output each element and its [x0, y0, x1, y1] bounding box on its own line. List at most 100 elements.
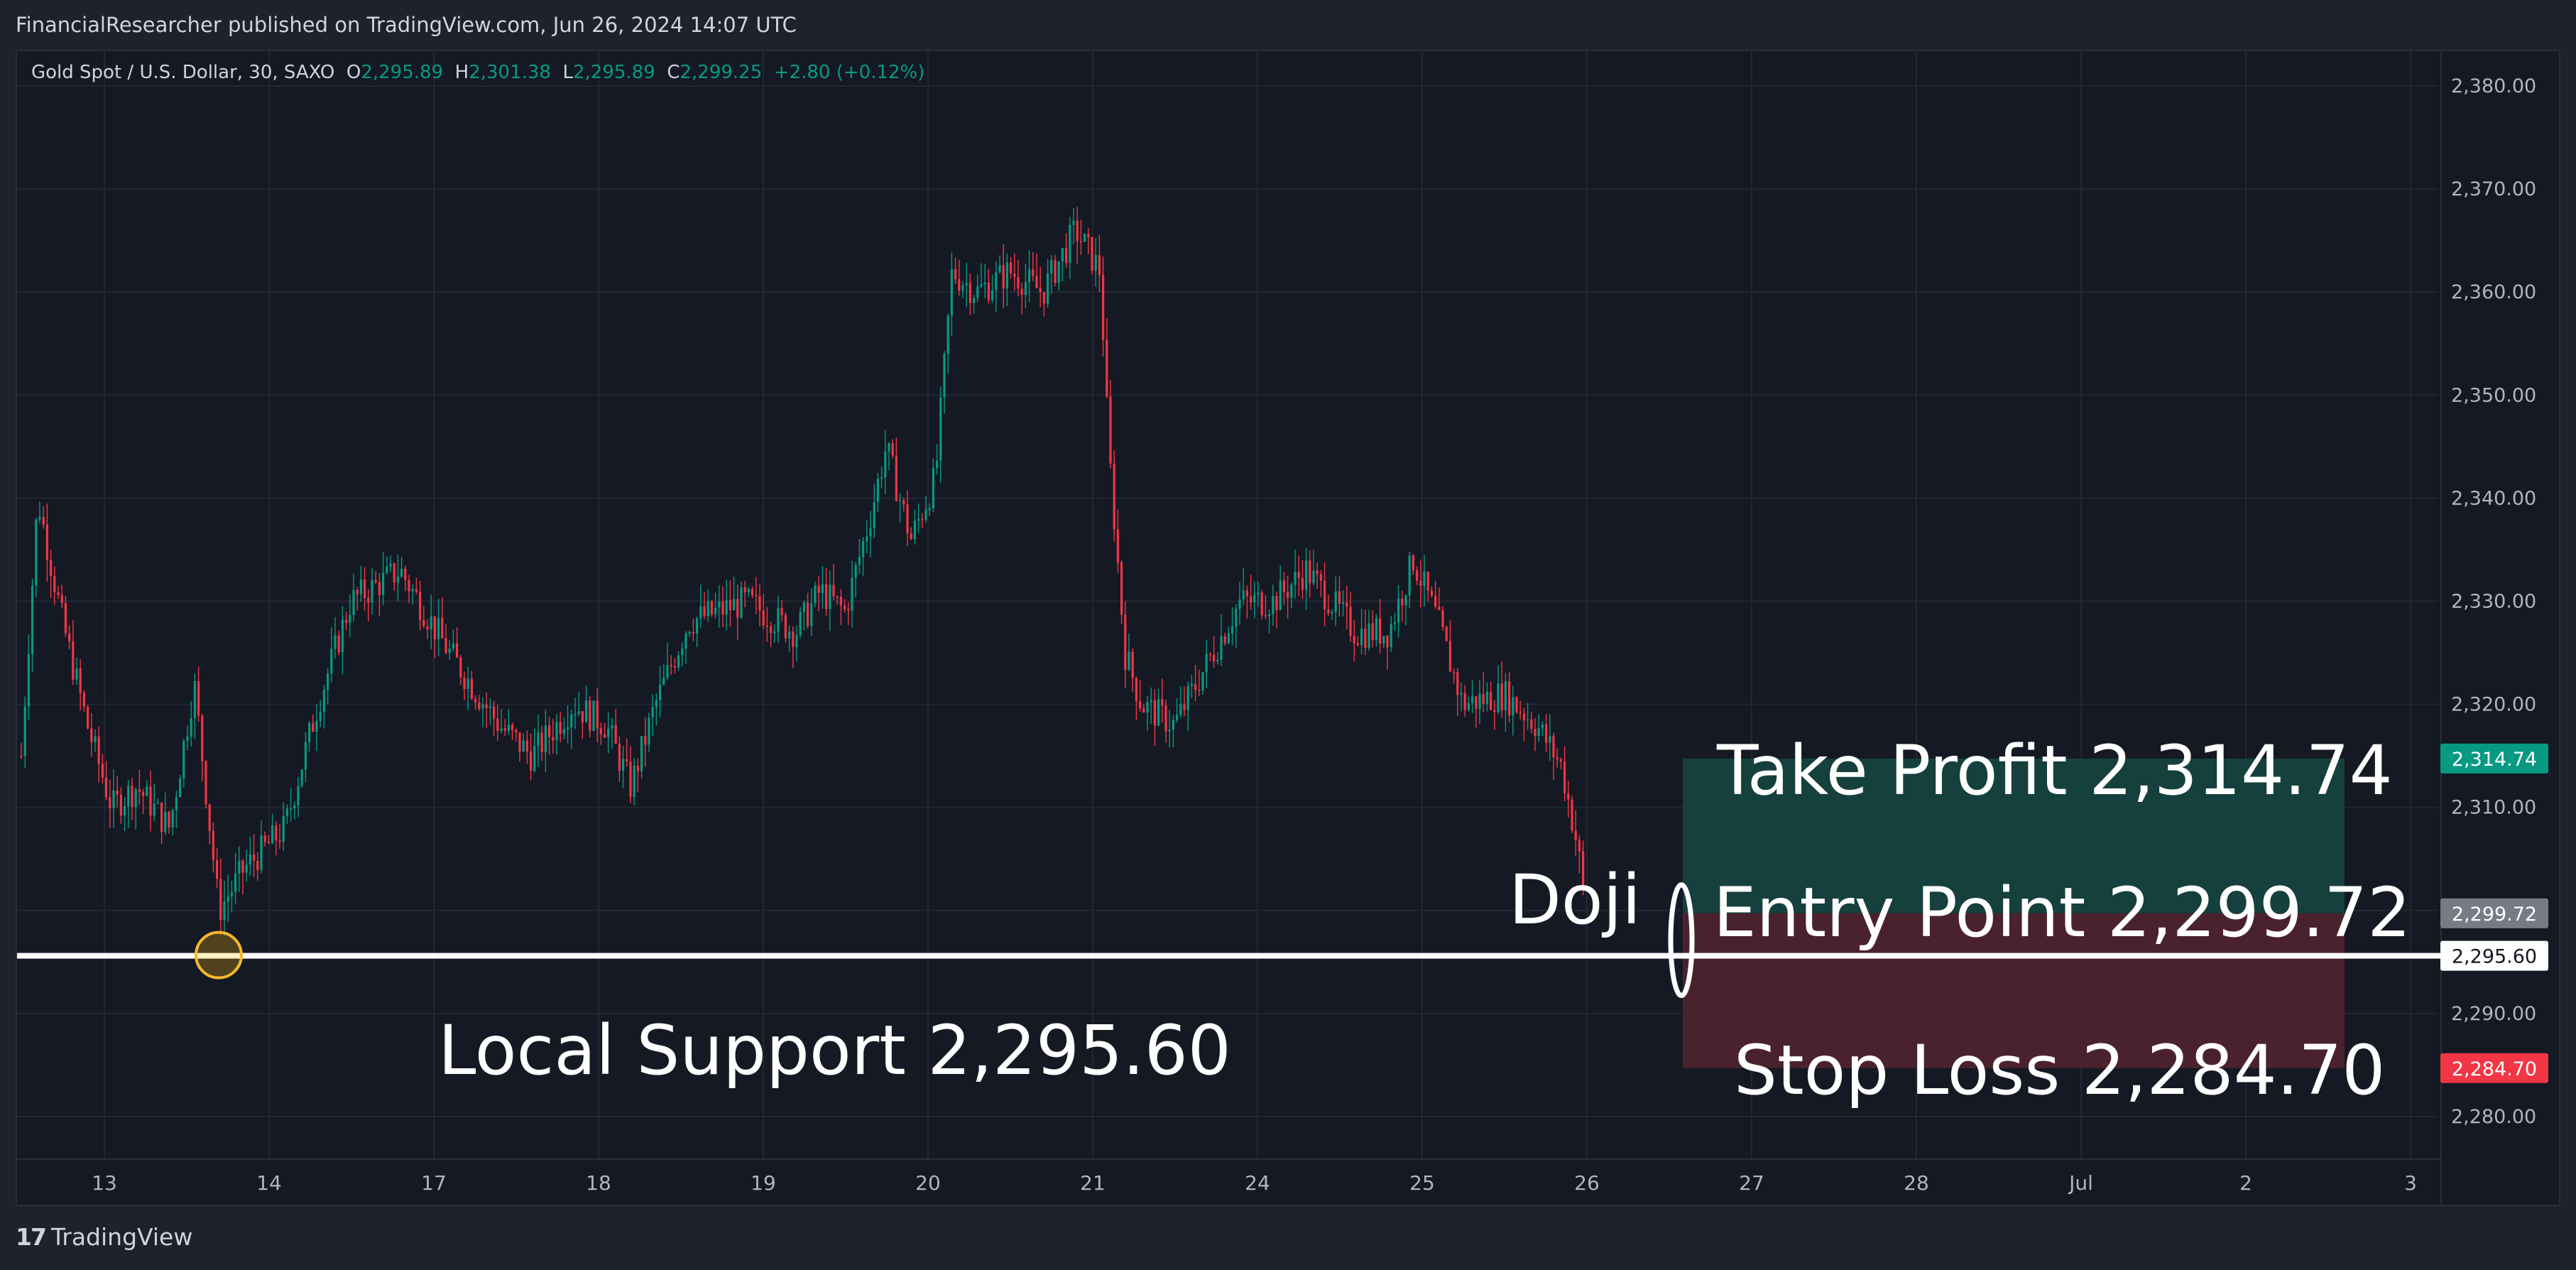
candle-body: [1497, 683, 1500, 712]
candle-body: [304, 742, 307, 770]
candle-body: [895, 455, 897, 501]
y-tick-label: 2,370.00: [2451, 178, 2536, 200]
candle-body: [300, 769, 303, 786]
candle-body: [138, 789, 141, 792]
candle-body: [322, 690, 325, 712]
candle-body: [1161, 699, 1164, 706]
candle-body: [559, 722, 562, 734]
candle-body: [998, 265, 1001, 273]
candle-body: [105, 777, 108, 798]
candle-body: [1360, 628, 1363, 646]
high-value: 2,301.38: [469, 62, 551, 83]
candle-body: [1253, 595, 1256, 602]
candle-body: [1490, 691, 1492, 710]
stop-loss-zone: [1683, 913, 2345, 1068]
candle-body: [1135, 678, 1137, 702]
candle-body: [943, 353, 946, 398]
candle-body: [371, 580, 373, 603]
candle-body: [116, 790, 119, 795]
candle-body: [611, 724, 613, 729]
candle-body: [847, 609, 850, 611]
candle-body: [419, 592, 422, 620]
candle-body: [799, 612, 802, 636]
candle-body: [356, 590, 359, 595]
candle-body: [1146, 702, 1149, 713]
candle-body: [681, 648, 684, 656]
price-chart[interactable]: 2,280.002,290.002,300.002,310.002,320.00…: [0, 0, 2576, 1207]
candle-body: [1356, 643, 1359, 646]
candle-body: [1223, 636, 1226, 644]
candle-body: [1545, 724, 1548, 743]
annotation-labels: Take Profit 2,314.74 Entry Point 2,299.72…: [438, 731, 2411, 1110]
candle-body: [275, 825, 278, 841]
candle-body: [1426, 571, 1429, 591]
y-tick-label: 2,290.00: [2451, 1003, 2536, 1025]
candle-body: [146, 786, 148, 796]
candle-body: [352, 590, 355, 616]
candle-body: [208, 804, 211, 831]
candle-body: [72, 641, 75, 680]
candle-body: [109, 797, 111, 809]
symbol-name[interactable]: Gold Spot / U.S. Dollar, 30, SAXO: [31, 62, 335, 83]
tradingview-logo[interactable]: 17 TradingView: [16, 1223, 192, 1251]
candle-body: [182, 741, 185, 779]
candle-body: [589, 700, 591, 731]
candle-body: [245, 864, 248, 873]
candle-body: [592, 700, 595, 731]
candle-body: [533, 746, 536, 771]
candle-body: [522, 740, 525, 752]
candle-body: [131, 786, 133, 807]
candle-body: [950, 268, 953, 316]
candle-body: [478, 702, 481, 709]
candle-body: [142, 791, 145, 796]
candle-body: [1106, 340, 1108, 397]
candle-body: [263, 835, 266, 842]
candle-body: [415, 589, 417, 592]
x-tick-label: 17: [421, 1171, 447, 1195]
y-tick-label: 2,320.00: [2451, 694, 2536, 716]
candle-body: [1519, 712, 1522, 714]
candle-body: [1290, 585, 1293, 598]
candle-body: [349, 615, 351, 623]
candle-body: [836, 596, 839, 597]
candle-body: [1024, 282, 1027, 295]
candle-body: [1386, 636, 1389, 648]
candle-body: [489, 706, 491, 708]
candle-body: [917, 519, 920, 521]
take-profit-label: Take Profit 2,314.74: [1716, 731, 2393, 810]
candle-body: [1504, 681, 1507, 711]
candle-body: [1297, 571, 1300, 578]
candle-body: [555, 722, 558, 741]
candle-body: [574, 714, 577, 715]
candle-body: [873, 501, 875, 528]
candle-body: [1216, 659, 1219, 662]
candle-body: [253, 854, 256, 861]
candle-body: [308, 723, 311, 742]
y-tick-label: 2,310.00: [2451, 797, 2536, 819]
support-badge: 2,295.60: [2452, 946, 2537, 968]
candle-body: [1393, 622, 1396, 624]
candle-body: [57, 592, 60, 595]
y-tick-label: 2,340.00: [2451, 487, 2536, 509]
publisher-header: FinancialResearcher published on Trading…: [0, 0, 2576, 50]
candle-body: [444, 638, 447, 653]
candle-body: [389, 563, 392, 567]
candle-body: [319, 712, 322, 721]
candle-body: [884, 451, 887, 478]
candle-body: [452, 643, 454, 648]
candle-body: [459, 657, 462, 678]
candle-body: [219, 879, 222, 921]
ohlc-legend: Gold Spot / U.S. Dollar, 30, SAXO O2,295…: [31, 62, 924, 83]
candle-body: [1379, 618, 1382, 644]
candle-body: [1094, 254, 1097, 271]
candle-body: [1512, 697, 1515, 716]
candle-body: [1441, 610, 1444, 627]
candle-body: [1227, 633, 1230, 644]
candle-body: [1305, 560, 1308, 590]
candle-body: [1287, 592, 1289, 598]
candle-body: [1057, 261, 1060, 283]
candle-body: [256, 860, 259, 870]
y-tick-label: 2,330.00: [2451, 591, 2536, 613]
candle-body: [1382, 636, 1385, 644]
candle-body: [53, 576, 56, 592]
